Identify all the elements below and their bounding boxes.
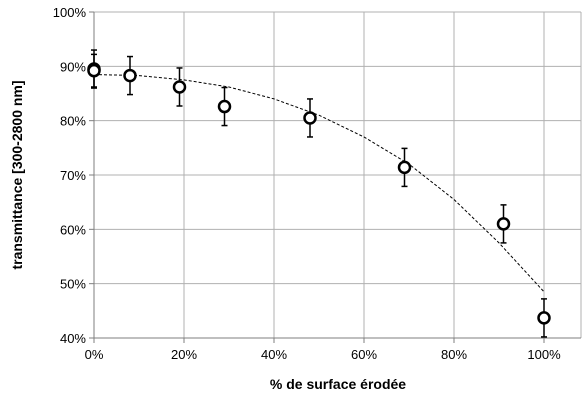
data-point [537,311,551,325]
x-tick-label: 20% [171,347,197,362]
data-point [397,160,412,175]
x-tick-label: 80% [441,347,467,362]
y-tick-label: 40% [60,331,86,346]
y-tick-label: 50% [60,277,86,292]
y-tick-label: 80% [60,114,86,129]
data-point [217,99,232,114]
data-point [496,217,511,231]
data-point [123,68,137,83]
data-points [87,49,551,338]
y-tick-label: 90% [60,59,86,74]
y-tick-label: 70% [60,168,86,183]
x-tick-label: 0% [85,347,104,362]
y-tick-label: 60% [60,222,86,237]
x-tick-label: 100% [527,347,561,362]
axes [89,11,581,343]
x-tick-label: 40% [261,347,287,362]
data-point [87,63,101,78]
trend-line [93,74,545,293]
y-axis-title: transmittance [300-2800 nm] [9,80,25,269]
data-point [172,80,187,94]
x-axis-title: % de surface érodée [270,376,406,392]
grid [94,11,582,338]
y-tick-label: 100% [53,5,87,20]
data-point [303,111,317,125]
tick-labels: 40% 50% 60% 70% 80% 90% 100% 0% 20% 40% 60% 80% 100% [53,5,561,362]
x-tick-label: 60% [351,347,377,362]
trend-line-group [93,74,545,293]
